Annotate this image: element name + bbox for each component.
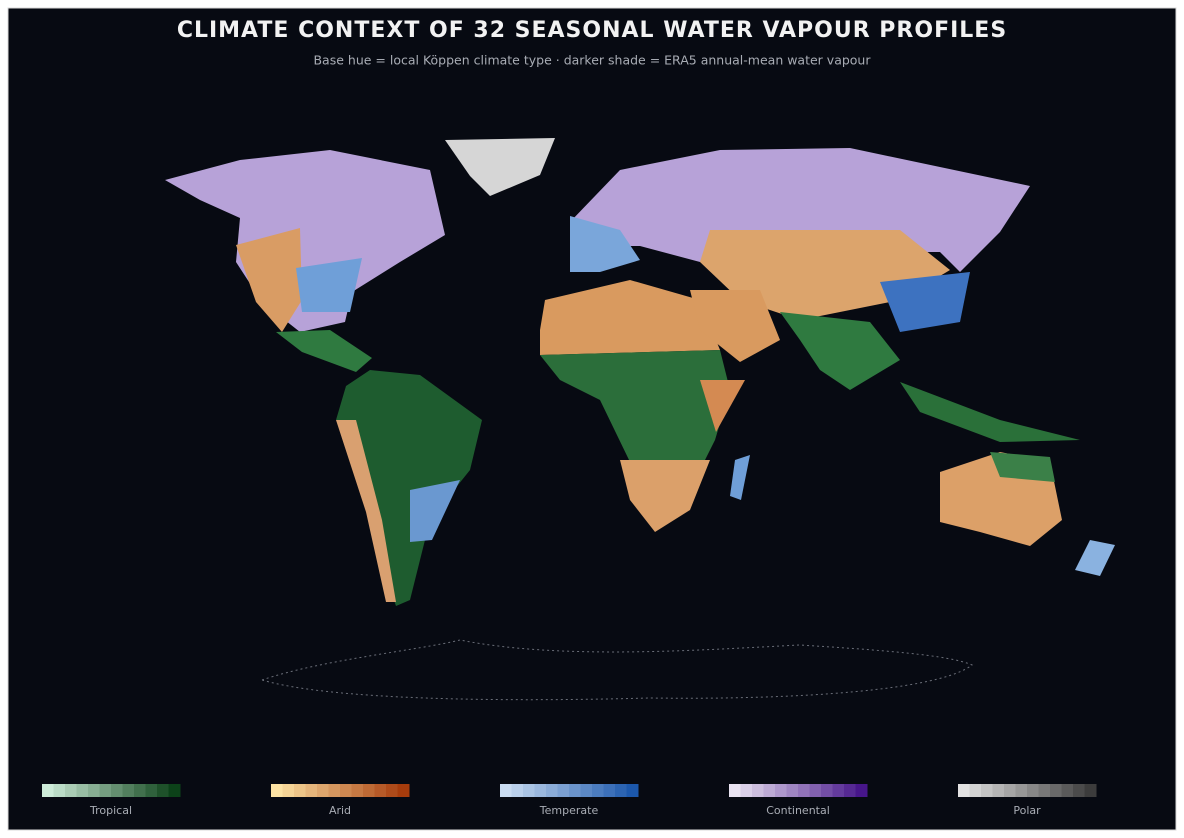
frame bbox=[7, 7, 1177, 831]
legend-swatch bbox=[99, 784, 112, 797]
land-temperate bbox=[730, 455, 750, 500]
legend-label: Polar bbox=[1013, 804, 1041, 817]
legend-swatch bbox=[53, 784, 66, 797]
land-tropical bbox=[276, 330, 372, 372]
antarctica-outline bbox=[260, 639, 973, 701]
land-tropical bbox=[900, 382, 1080, 442]
legend-swatch bbox=[317, 784, 329, 797]
legend-swatch bbox=[821, 784, 833, 797]
legend-swatch bbox=[1073, 784, 1085, 797]
legend-swatch bbox=[1038, 784, 1051, 797]
legend-swatch bbox=[351, 784, 364, 797]
legend-label: Continental bbox=[766, 804, 830, 817]
legend-swatch bbox=[855, 784, 868, 797]
legend-swatch bbox=[1015, 784, 1028, 797]
legend-swatch bbox=[168, 784, 181, 797]
legend-swatch bbox=[397, 784, 410, 797]
land-continental bbox=[570, 148, 1030, 272]
legend-swatch bbox=[1004, 784, 1016, 797]
legend-swatch bbox=[1061, 784, 1074, 797]
legend-swatch bbox=[328, 784, 341, 797]
land-arid bbox=[540, 280, 720, 355]
land-arid bbox=[236, 228, 302, 332]
legend-swatch bbox=[1027, 784, 1039, 797]
legend-swatch bbox=[305, 784, 318, 797]
legend-swatch bbox=[1084, 784, 1097, 797]
legend-swatch bbox=[729, 784, 741, 797]
legend-swatch bbox=[557, 784, 570, 797]
land-arid bbox=[690, 290, 780, 362]
legend-swatch bbox=[122, 784, 135, 797]
legend-label: Tropical bbox=[89, 804, 132, 817]
legend-swatch bbox=[615, 784, 627, 797]
legend-swatch bbox=[134, 784, 146, 797]
legend-swatch bbox=[763, 784, 776, 797]
legend-swatch bbox=[363, 784, 375, 797]
land-temperate bbox=[1075, 540, 1115, 576]
land-arid bbox=[336, 420, 396, 602]
legend-label: Temperate bbox=[539, 804, 599, 817]
legend-swatch bbox=[88, 784, 100, 797]
land-continental bbox=[165, 150, 445, 332]
title: CLIMATE CONTEXT OF 32 SEASONAL WATER VAP… bbox=[177, 18, 1007, 43]
land-temperate bbox=[410, 480, 460, 542]
land-temperate bbox=[570, 216, 640, 272]
legend-swatch bbox=[500, 784, 512, 797]
legend-swatch bbox=[271, 784, 283, 797]
legend-swatch bbox=[294, 784, 306, 797]
legend-swatch bbox=[798, 784, 810, 797]
legend-swatch bbox=[145, 784, 158, 797]
legend-swatch bbox=[580, 784, 593, 797]
legend-swatch bbox=[111, 784, 123, 797]
land-temperate bbox=[880, 272, 970, 332]
land-tropical bbox=[336, 370, 482, 606]
land-arid bbox=[700, 380, 745, 432]
subtitle: Base hue = local Köppen climate type · d… bbox=[313, 53, 871, 68]
legend-swatch bbox=[740, 784, 753, 797]
legend-swatch bbox=[65, 784, 77, 797]
legend-swatch bbox=[534, 784, 547, 797]
land-polar bbox=[445, 138, 555, 196]
land-temperate bbox=[296, 258, 362, 312]
legend-swatch bbox=[832, 784, 845, 797]
legend-swatch bbox=[511, 784, 524, 797]
legend-swatch bbox=[786, 784, 799, 797]
legend-swatch bbox=[76, 784, 89, 797]
legend-swatch bbox=[42, 784, 54, 797]
land-tropical bbox=[990, 452, 1055, 482]
legend: Tropical Arid Temperate Continental Polar bbox=[42, 784, 1097, 817]
legend-label: Arid bbox=[329, 804, 351, 817]
legend-swatch bbox=[157, 784, 169, 797]
land-arid bbox=[620, 460, 710, 532]
legend-swatch bbox=[386, 784, 398, 797]
legend-swatch bbox=[523, 784, 535, 797]
legend-swatch bbox=[992, 784, 1005, 797]
legend-swatch bbox=[374, 784, 387, 797]
legend-swatch bbox=[981, 784, 993, 797]
legend-swatch bbox=[626, 784, 639, 797]
legend-swatch bbox=[1050, 784, 1062, 797]
legend-swatch bbox=[775, 784, 787, 797]
land-tropical bbox=[780, 312, 900, 390]
legend-swatch bbox=[340, 784, 352, 797]
legend-swatch bbox=[969, 784, 982, 797]
legend-swatch bbox=[752, 784, 764, 797]
legend-swatch bbox=[282, 784, 295, 797]
legend-swatch bbox=[958, 784, 970, 797]
land-tropical bbox=[540, 350, 730, 470]
legend-swatch bbox=[844, 784, 856, 797]
legend-swatch bbox=[603, 784, 616, 797]
legend-swatch bbox=[569, 784, 581, 797]
continents bbox=[165, 138, 1115, 701]
legend-swatch bbox=[546, 784, 558, 797]
legend-swatch bbox=[592, 784, 604, 797]
legend-swatch bbox=[809, 784, 822, 797]
